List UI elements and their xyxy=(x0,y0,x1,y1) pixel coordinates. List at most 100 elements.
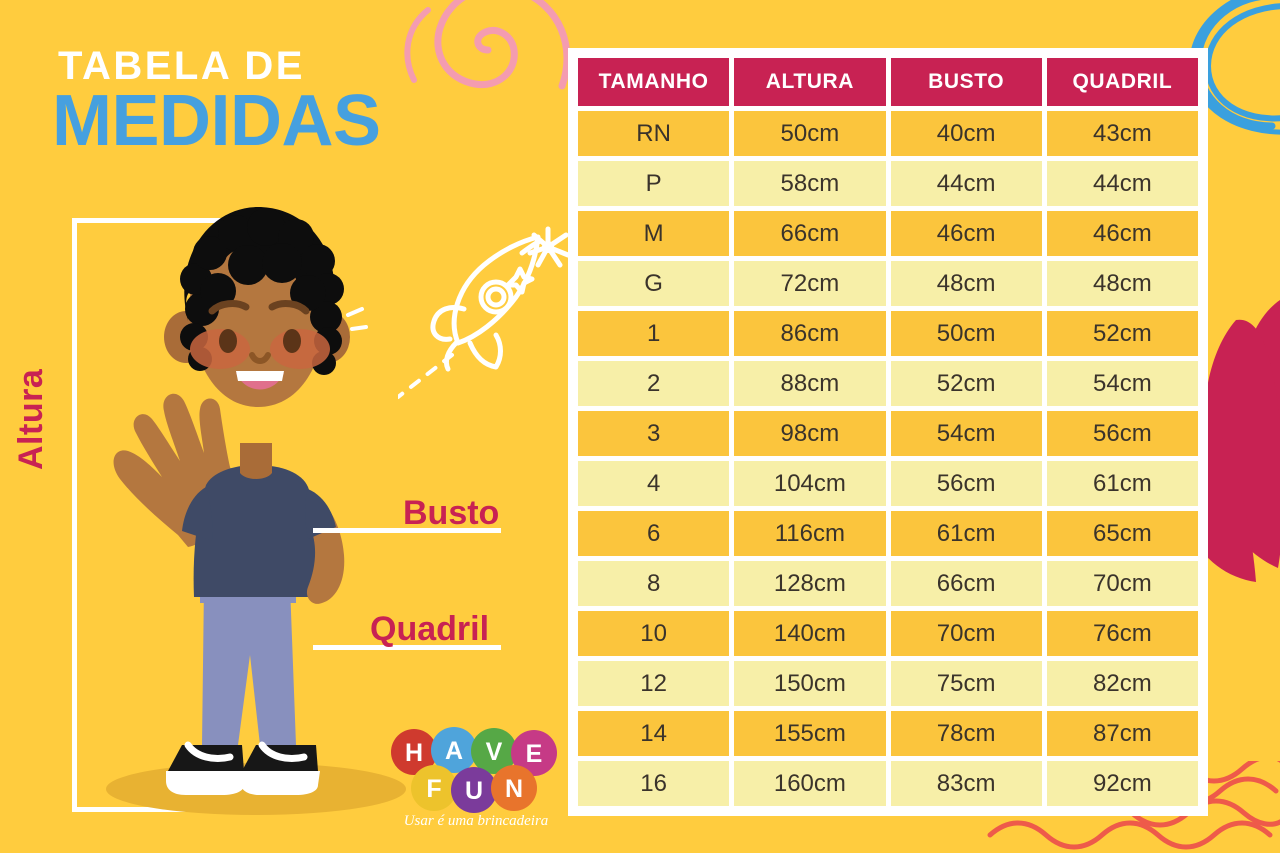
cell-altura: 128cm xyxy=(734,561,886,606)
cell-busto: 83cm xyxy=(890,761,1042,806)
table-row: 3 98cm 54cm 56cm xyxy=(578,411,1198,456)
table-head: TAMANHO ALTURA BUSTO QUADRIL xyxy=(578,58,1198,106)
cell-busto: 52cm xyxy=(890,361,1042,406)
cell-quadril: 76cm xyxy=(1046,611,1198,656)
cell-tamanho: 14 xyxy=(578,711,730,756)
cell-tamanho: 12 xyxy=(578,661,730,706)
cell-busto: 54cm xyxy=(890,411,1042,456)
table-row: P 58cm 44cm 44cm xyxy=(578,161,1198,206)
cell-busto: 44cm xyxy=(890,161,1042,206)
svg-text:A: A xyxy=(445,737,463,765)
cell-busto: 48cm xyxy=(890,261,1042,306)
cell-quadril: 87cm xyxy=(1046,711,1198,756)
size-table: TAMANHO ALTURA BUSTO QUADRIL RN 50cm 40cm 4… xyxy=(573,53,1203,811)
table-row: RN 50cm 40cm 43cm xyxy=(578,111,1198,156)
cell-quadril: 65cm xyxy=(1046,511,1198,556)
cell-tamanho: 16 xyxy=(578,761,730,806)
title-line-2: MEDIDAS xyxy=(52,81,381,161)
page-title: TABELA DE MEDIDAS xyxy=(52,44,381,161)
cell-quadril: 82cm xyxy=(1046,661,1198,706)
table-row: 14 155cm 78cm 87cm xyxy=(578,711,1198,756)
size-table-container: TAMANHO ALTURA BUSTO QUADRIL RN 50cm 40cm 4… xyxy=(568,48,1208,816)
cell-altura: 104cm xyxy=(734,461,886,506)
table-row: 4 104cm 56cm 61cm xyxy=(578,461,1198,506)
cell-altura: 58cm xyxy=(734,161,886,206)
svg-text:U: U xyxy=(465,777,483,805)
cell-altura: 150cm xyxy=(734,661,886,706)
col-header-quadril: QUADRIL xyxy=(1046,58,1198,106)
cell-busto: 61cm xyxy=(890,511,1042,556)
altura-label: Altura xyxy=(12,368,50,470)
cell-altura: 155cm xyxy=(734,711,886,756)
quadril-label: Quadril xyxy=(370,610,490,648)
cell-tamanho: 2 xyxy=(578,361,730,406)
have-fun-logo: H A V E F U N Usar é uma brincadeira xyxy=(391,727,557,829)
cell-altura: 88cm xyxy=(734,361,886,406)
cell-busto: 40cm xyxy=(890,111,1042,156)
busto-measure-line xyxy=(313,528,501,533)
table-row: 10 140cm 70cm 76cm xyxy=(578,611,1198,656)
table-row: 12 150cm 75cm 82cm xyxy=(578,661,1198,706)
cell-altura: 116cm xyxy=(734,511,886,556)
cell-busto: 50cm xyxy=(890,311,1042,356)
cell-busto: 56cm xyxy=(890,461,1042,506)
cell-quadril: 44cm xyxy=(1046,161,1198,206)
logo-tagline: Usar é uma brincadeira xyxy=(404,813,549,829)
cell-altura: 98cm xyxy=(734,411,886,456)
title-line-1: TABELA DE xyxy=(58,44,305,88)
cell-tamanho: 10 xyxy=(578,611,730,656)
cell-busto: 66cm xyxy=(890,561,1042,606)
svg-text:N: N xyxy=(505,775,523,803)
col-header-busto: BUSTO xyxy=(890,58,1042,106)
cell-altura: 86cm xyxy=(734,311,886,356)
svg-text:H: H xyxy=(405,739,423,767)
cell-quadril: 52cm xyxy=(1046,311,1198,356)
table-row: 2 88cm 52cm 54cm xyxy=(578,361,1198,406)
cell-quadril: 61cm xyxy=(1046,461,1198,506)
cell-tamanho: RN xyxy=(578,111,730,156)
table-body: RN 50cm 40cm 43cm P 58cm 44cm 44cm M 66cm 46cm 46cm… xyxy=(578,111,1198,806)
cell-quadril: 56cm xyxy=(1046,411,1198,456)
cell-tamanho: 1 xyxy=(578,311,730,356)
cell-tamanho: 4 xyxy=(578,461,730,506)
col-header-tamanho: TAMANHO xyxy=(578,58,730,106)
cell-tamanho: 8 xyxy=(578,561,730,606)
table-row: 1 86cm 50cm 52cm xyxy=(578,311,1198,356)
logo-circles xyxy=(391,727,557,813)
rocket-icon xyxy=(398,226,571,399)
col-header-altura: ALTURA xyxy=(734,58,886,106)
pink-spiral-icon xyxy=(434,0,571,90)
cell-busto: 75cm xyxy=(890,661,1042,706)
cell-quadril: 43cm xyxy=(1046,111,1198,156)
table-row: M 66cm 46cm 46cm xyxy=(578,211,1198,256)
table-row: 16 160cm 83cm 92cm xyxy=(578,761,1198,806)
table-row: 8 128cm 66cm 70cm xyxy=(578,561,1198,606)
cell-altura: 50cm xyxy=(734,111,886,156)
cell-busto: 78cm xyxy=(890,711,1042,756)
cell-altura: 140cm xyxy=(734,611,886,656)
cell-altura: 72cm xyxy=(734,261,886,306)
cell-tamanho: M xyxy=(578,211,730,256)
boy-illustration xyxy=(106,207,406,815)
cell-altura: 66cm xyxy=(734,211,886,256)
cell-altura: 160cm xyxy=(734,761,886,806)
cell-tamanho: P xyxy=(578,161,730,206)
table-header-row: TAMANHO ALTURA BUSTO QUADRIL xyxy=(578,58,1198,106)
cell-quadril: 48cm xyxy=(1046,261,1198,306)
svg-text:E: E xyxy=(526,740,543,768)
quadril-measure-line xyxy=(313,645,501,650)
pink-curl-icon xyxy=(404,7,431,83)
cell-quadril: 92cm xyxy=(1046,761,1198,806)
svg-text:V: V xyxy=(486,738,503,766)
cell-quadril: 46cm xyxy=(1046,211,1198,256)
cell-tamanho: G xyxy=(578,261,730,306)
svg-text:F: F xyxy=(426,775,441,803)
table-row: 6 116cm 61cm 65cm xyxy=(578,511,1198,556)
cell-quadril: 70cm xyxy=(1046,561,1198,606)
cell-tamanho: 3 xyxy=(578,411,730,456)
cell-busto: 70cm xyxy=(890,611,1042,656)
cell-quadril: 54cm xyxy=(1046,361,1198,406)
cell-busto: 46cm xyxy=(890,211,1042,256)
table-row: G 72cm 48cm 48cm xyxy=(578,261,1198,306)
